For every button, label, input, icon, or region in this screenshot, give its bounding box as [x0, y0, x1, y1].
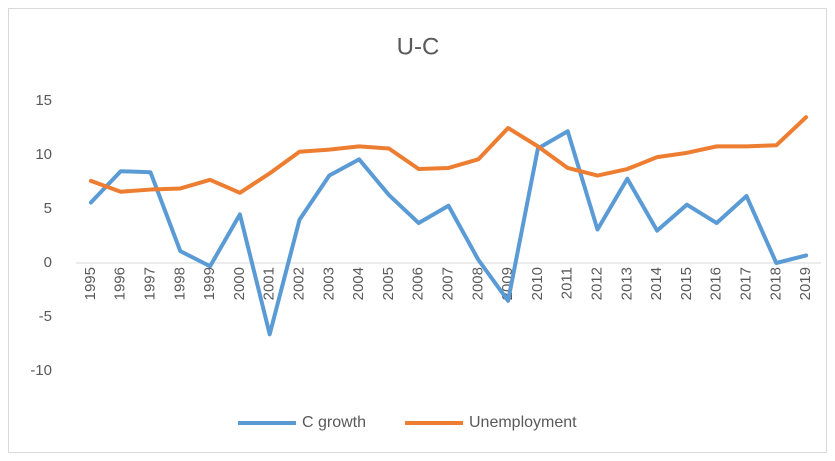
x-tick-label: 2002 [290, 267, 307, 300]
x-tick-label: 2018 [767, 267, 784, 300]
y-tick-label: 0 [44, 254, 52, 271]
x-tick-label: 2010 [529, 267, 546, 300]
series-line [88, 129, 809, 337]
chart-border [8, 8, 827, 453]
x-tick-label: 2003 [320, 267, 337, 300]
x-tick-label: 2008 [469, 267, 486, 300]
x-tick-label: 2017 [737, 267, 754, 300]
x-tick-label: 1998 [171, 267, 188, 300]
x-tick-label: 2004 [350, 267, 367, 300]
chart-title: U-C [397, 33, 440, 60]
x-tick-label: 1997 [141, 267, 158, 300]
x-tick-label: 2012 [588, 267, 605, 300]
x-tick-label: 1999 [201, 267, 218, 300]
x-tick-label: 2019 [797, 267, 814, 300]
legend-label: C growth [302, 414, 366, 431]
x-tick-label: 2007 [439, 267, 456, 300]
x-tick-label: 2014 [648, 267, 665, 300]
x-tick-label: 2006 [410, 267, 427, 300]
x-tick-label: 2013 [618, 267, 635, 300]
y-tick-label: 5 [44, 200, 52, 217]
x-tick-label: 2000 [231, 267, 248, 300]
x-tick-label: 2016 [708, 267, 725, 300]
y-tick-label: 15 [35, 92, 52, 109]
x-tick-label: 1995 [82, 267, 99, 300]
series-line [88, 115, 809, 195]
x-tick-label: 2011 [559, 267, 576, 299]
y-tick-label: 10 [35, 146, 52, 163]
x-tick-label: 2005 [380, 267, 397, 300]
legend-label: Unemployment [469, 414, 577, 431]
x-tick-label: 2015 [678, 267, 695, 300]
y-tick-label: -10 [30, 362, 52, 379]
x-tick-label: 1996 [112, 267, 129, 300]
y-tick-label: -5 [39, 308, 52, 325]
x-tick-label: 2001 [261, 267, 278, 300]
